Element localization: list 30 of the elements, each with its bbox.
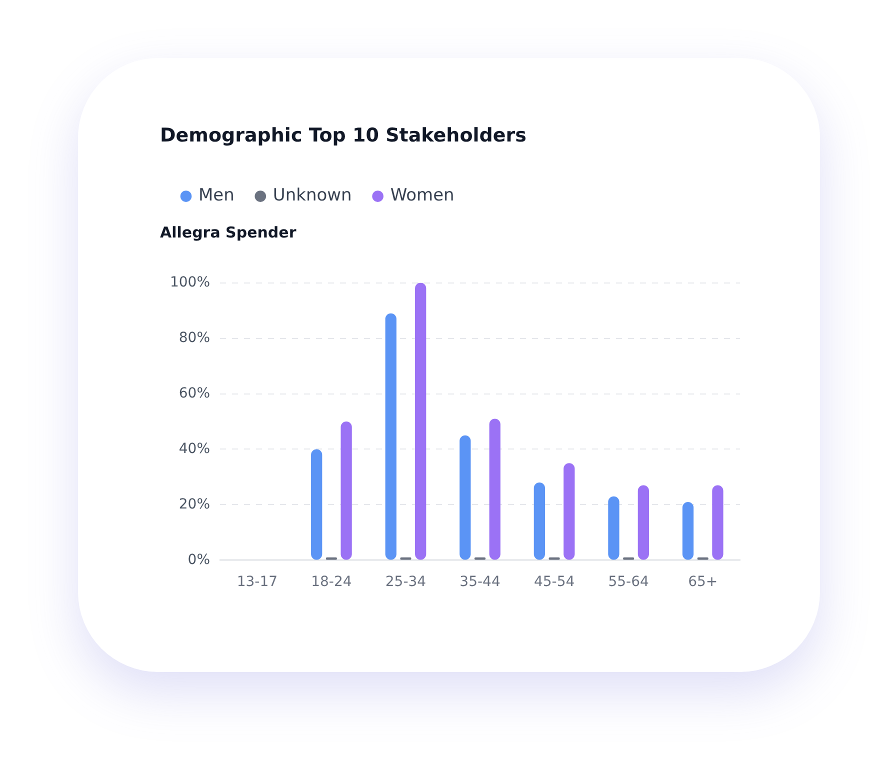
y-tick-label: 100% (170, 274, 210, 290)
bar (564, 463, 575, 560)
chart-subtitle: Allegra Spender (160, 224, 297, 242)
x-tick-label: 55-64 (608, 574, 650, 590)
bar (489, 418, 500, 560)
bar (534, 482, 546, 560)
bar (638, 485, 650, 560)
bar (460, 435, 471, 560)
x-tick-label: 65+ (688, 574, 718, 590)
legend-label: Men (198, 186, 234, 206)
x-tick-label: 35-44 (460, 574, 500, 590)
y-tick-label: 60% (178, 385, 210, 402)
legend-label: Women (390, 186, 454, 206)
bar (712, 485, 724, 560)
y-tick-label: 20% (178, 496, 210, 512)
bar (340, 422, 352, 560)
bar (415, 282, 426, 560)
y-tick-label: 40% (178, 440, 210, 457)
x-tick-label: 18-24 (311, 574, 352, 590)
legend-label: Unknown (272, 186, 352, 206)
chart-title: Demographic Top 10 Stakeholders (160, 124, 526, 146)
bar (682, 502, 694, 560)
x-tick-label: 25-34 (385, 574, 426, 590)
y-tick-label: 80% (178, 330, 210, 346)
x-tick-label: 45-54 (534, 574, 575, 590)
y-tick-label: 0% (188, 552, 210, 568)
bar (608, 496, 620, 560)
bar (311, 449, 322, 560)
x-tick-label: 13-17 (236, 574, 278, 590)
bar (385, 313, 396, 560)
